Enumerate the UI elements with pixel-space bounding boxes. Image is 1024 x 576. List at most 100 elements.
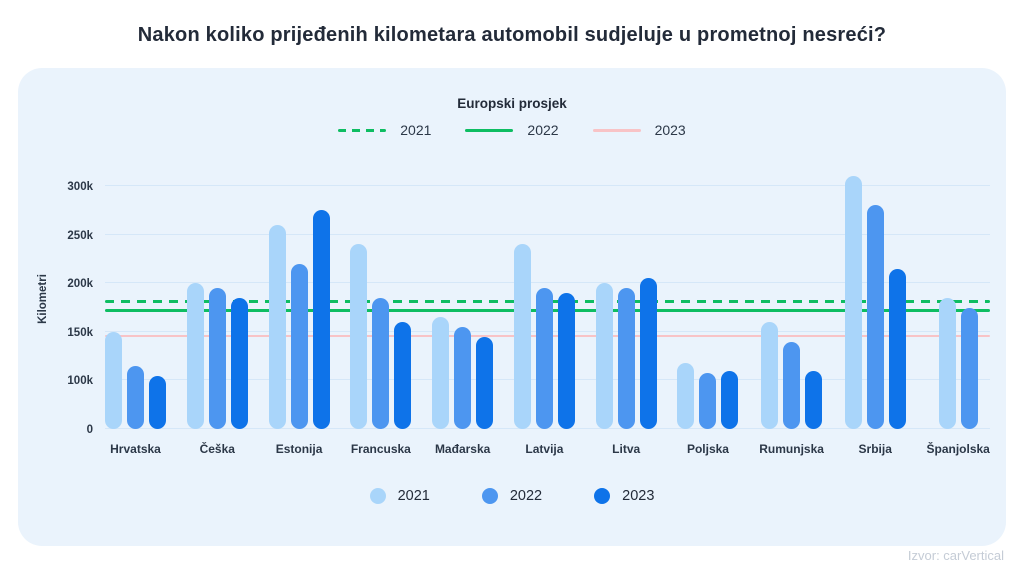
avg-legend: 2021 2022 2023 [18, 122, 1006, 138]
x-axis-label: Srbija [858, 442, 892, 456]
x-axis-label: Češka [199, 442, 235, 456]
bars [844, 168, 906, 429]
bar-2021 [677, 362, 695, 429]
legend-label: 2021 [397, 488, 430, 504]
bars [105, 168, 166, 429]
bar-2022 [454, 326, 472, 429]
bar-group-Srbija: Srbija [844, 168, 906, 456]
bar-2023 [312, 210, 330, 429]
gridline [105, 233, 990, 235]
legend-item-2021: 2021 [369, 488, 430, 504]
bar-group-Francuska: Francuska [350, 168, 412, 456]
y-axis-tick: 100k [67, 375, 93, 388]
bar-2021 [186, 283, 204, 429]
bar-group-Litva: Litva [595, 168, 657, 456]
bar-2021 [761, 322, 779, 429]
bar-group-Poljska: Poljska [677, 168, 739, 456]
y-axis-tick: 300k [67, 181, 93, 193]
bar-2023 [639, 278, 657, 429]
bar-2021 [595, 283, 613, 429]
bar-2022 [699, 372, 717, 429]
bar-2021 [432, 317, 450, 429]
avg-legend-label: 2023 [654, 122, 686, 138]
bar-group-Češka: Češka [186, 168, 248, 456]
bar-2022 [866, 205, 884, 429]
bar-2022 [208, 288, 226, 429]
avg-2023-solid-line-swatch [592, 128, 641, 132]
bars [268, 168, 330, 429]
x-axis-label: Litva [612, 442, 641, 456]
y-axis-tick: 150k [67, 326, 93, 339]
bar-2023 [476, 336, 494, 429]
gridline [105, 282, 990, 284]
bar-2021 [350, 244, 368, 429]
bar-2021 [844, 176, 862, 429]
x-axis-label: Latvija [525, 442, 564, 456]
bar-2023 [394, 322, 412, 429]
legend-label: 2023 [622, 488, 655, 504]
chart-panel: Europski prosjek 2021 2022 2023 Kilometr… [18, 68, 1006, 546]
x-axis-label: Španjolska [926, 442, 990, 456]
bar-group-Mađarska: Mađarska [432, 168, 494, 456]
bar-group-Latvija: Latvija [513, 168, 575, 456]
bar-2022 [290, 263, 308, 429]
bar-2023 [888, 268, 906, 429]
bar-group-Estonija: Estonija [268, 168, 330, 456]
gridline [105, 185, 990, 186]
avg-2022-solid-line-swatch [465, 128, 514, 132]
x-axis-label: Francuska [350, 442, 411, 456]
avg-2021-dashed-line-swatch [338, 128, 387, 132]
x-axis-label: Estonija [275, 442, 323, 456]
series-legend: 2021 2022 2023 [18, 488, 1006, 504]
bars [677, 168, 739, 429]
bar-2021 [938, 297, 956, 429]
avg-legend-item-2023: 2023 [592, 122, 686, 138]
avg-legend-title: Europski prosjek [457, 96, 567, 111]
legend-item-2023: 2023 [594, 488, 654, 504]
legend-dot-2023 [594, 488, 611, 504]
bars [186, 168, 248, 429]
bar-2023 [557, 292, 575, 429]
bar-groups: Hrvatska Češka Estonija Francuska Mađarska La… [105, 168, 990, 456]
bars [595, 168, 657, 429]
bar-group-Španjolska: Španjolska [927, 168, 990, 456]
x-axis-label: Hrvatska [110, 442, 161, 456]
avg-legend-label: 2021 [400, 122, 432, 138]
avg-legend-item-2021: 2021 [338, 122, 431, 138]
y-axis-title: Kilometri [37, 273, 49, 324]
legend-dot-2022 [481, 488, 498, 504]
bar-2021 [105, 331, 122, 429]
avg-legend-label: 2022 [527, 122, 559, 138]
bars [938, 168, 978, 429]
bar-2022 [960, 307, 978, 429]
bar-2022 [783, 341, 801, 429]
bars [513, 168, 575, 429]
bar-2023 [230, 297, 248, 429]
y-axis-tick: 250k [67, 229, 93, 242]
bar-group-Rumunjska: Rumunjska [759, 168, 824, 456]
bars [761, 168, 823, 429]
x-axis-label: Mađarska [434, 442, 491, 456]
x-axis-label: Rumunjska [759, 442, 824, 456]
bar-2021 [268, 224, 286, 429]
source-credit: Izvor: carVertical [907, 548, 1004, 563]
bar-2022 [535, 288, 553, 429]
bar-2023 [805, 370, 823, 429]
legend-item-2022: 2022 [481, 488, 543, 504]
page-title: Nakon koliko prijeđenih kilometara autom… [137, 24, 887, 46]
y-axis-tick: 200k [67, 278, 93, 291]
bar-group-Hrvatska: Hrvatska [105, 168, 166, 456]
gridline [105, 428, 990, 429]
avg-legend-item-2022: 2022 [465, 122, 559, 138]
legend-label: 2022 [509, 488, 543, 504]
bars [432, 168, 494, 429]
bars [350, 168, 412, 429]
y-axis-tick: 0 [86, 424, 93, 436]
bar-2021 [513, 244, 531, 429]
x-axis-label: Poljska [686, 442, 729, 456]
bar-2022 [127, 365, 144, 429]
bar-2022 [372, 297, 390, 429]
bar-2023 [721, 370, 739, 429]
bar-2022 [617, 288, 635, 429]
legend-dot-2021 [369, 488, 386, 504]
